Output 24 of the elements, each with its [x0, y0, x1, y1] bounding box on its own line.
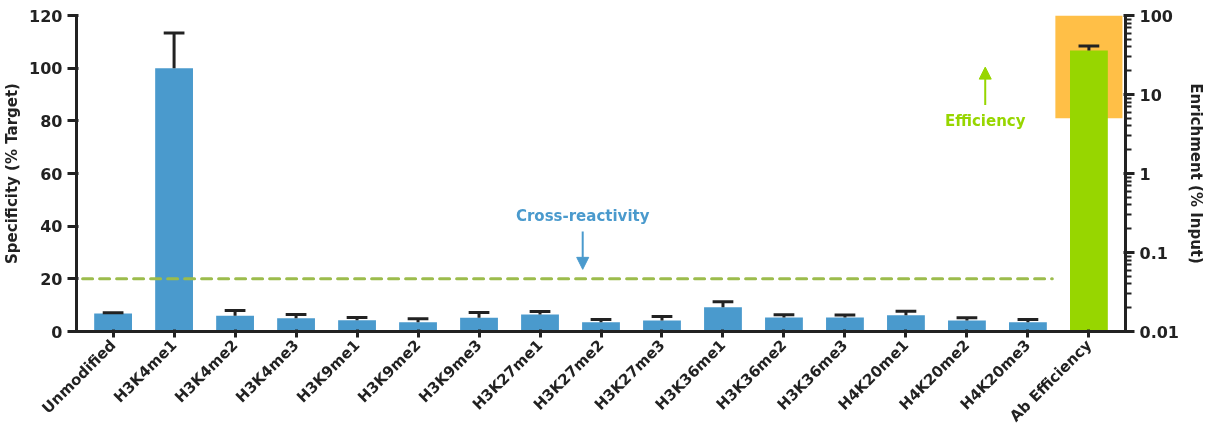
y-tick-label: 0 — [51, 322, 63, 342]
y-tick-label: 120 — [29, 6, 63, 26]
bar — [521, 314, 559, 332]
bar — [94, 313, 132, 332]
y2-tick-label: 10 — [1139, 85, 1162, 105]
y-tick-label: 40 — [40, 217, 63, 237]
bar — [277, 318, 315, 332]
bar — [887, 315, 925, 332]
y-tick-label: 20 — [40, 269, 63, 289]
annotation: Efficiency — [944, 111, 1026, 130]
bar — [643, 320, 681, 332]
y2-tick-label: 0.01 — [1139, 322, 1179, 342]
y2-tick-label: 0.1 — [1139, 243, 1168, 263]
bar — [155, 68, 193, 332]
y2-axis-title: Enrichment (% Input) — [1186, 83, 1205, 264]
annotation: Cross-reactivity — [515, 206, 650, 225]
y2-tick-label: 1 — [1139, 164, 1151, 184]
y2-tick-label: 100 — [1139, 6, 1173, 26]
y-axis-title: Specificity (% Target) — [3, 83, 22, 264]
y-tick-label: 80 — [40, 111, 63, 131]
bar — [704, 307, 742, 332]
y-tick-label: 60 — [40, 164, 63, 184]
y-tick-label: 100 — [29, 59, 63, 79]
bar — [948, 320, 986, 332]
